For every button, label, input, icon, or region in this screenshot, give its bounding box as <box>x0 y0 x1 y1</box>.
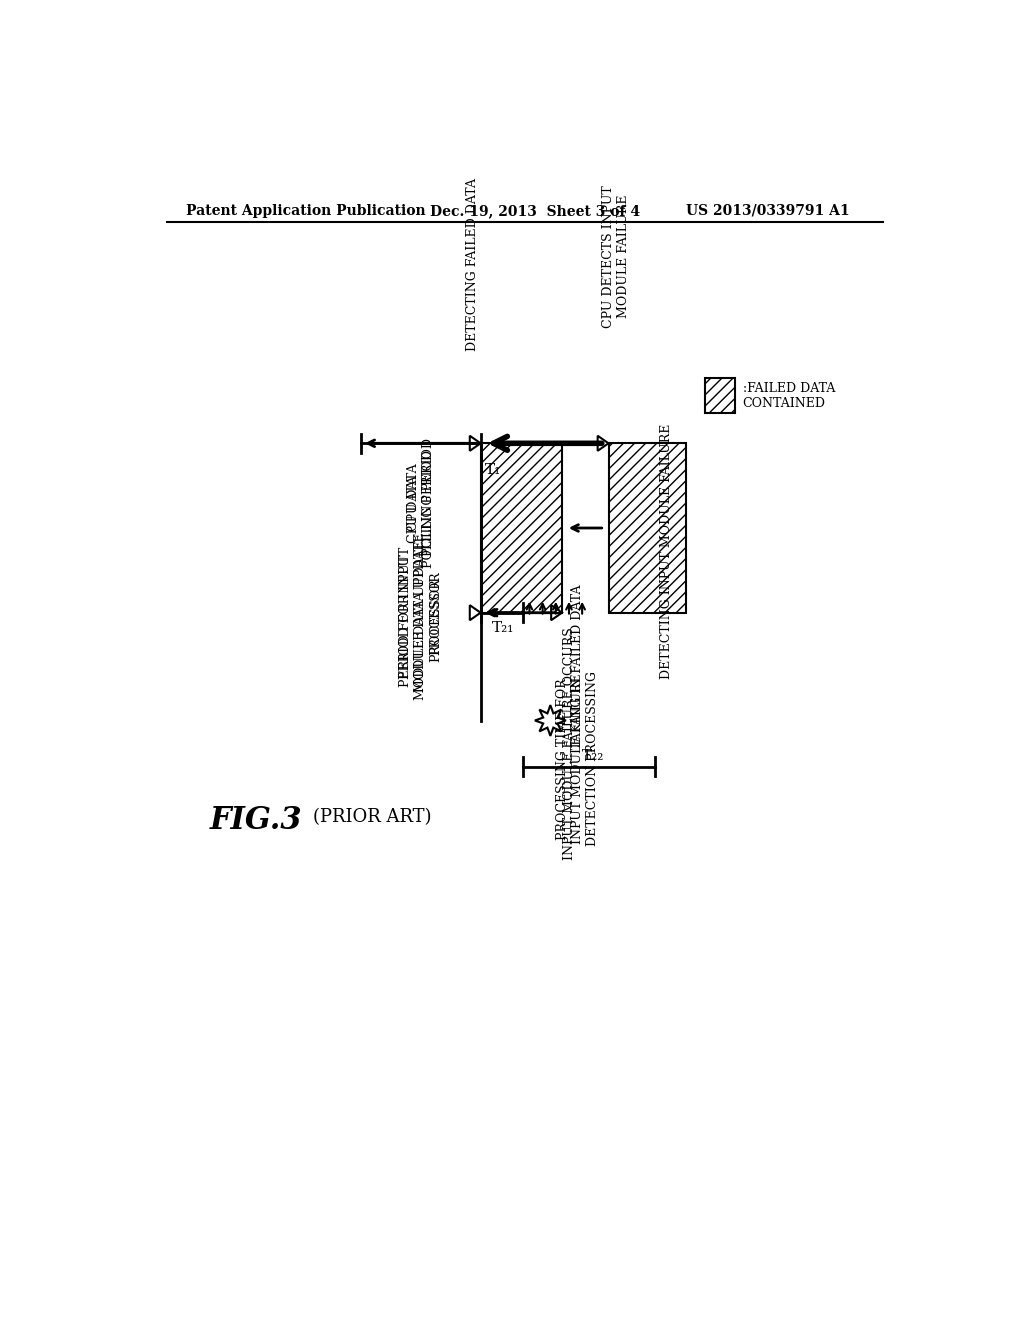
Text: CPU DETECTS INPUT
MODULE FAILURE: CPU DETECTS INPUT MODULE FAILURE <box>602 185 630 327</box>
Text: DETECTING INPUT MODULE FAILURE: DETECTING INPUT MODULE FAILURE <box>660 424 673 678</box>
Bar <box>480 444 562 612</box>
Text: T₂₂: T₂₂ <box>582 748 604 763</box>
Text: CPU DATA
POLLING PERIOD: CPU DATA POLLING PERIOD <box>407 438 434 556</box>
Text: PERIOD FOR INPUT
MODULE DATA UPDATE
PROCESSOR: PERIOD FOR INPUT MODULE DATA UPDATE PROC… <box>399 541 442 700</box>
Text: US 2013/0339791 A1: US 2013/0339791 A1 <box>686 203 850 218</box>
Text: TAKING IN FAILED DATA: TAKING IN FAILED DATA <box>571 585 584 748</box>
Text: PROCESSING TIME FOR
INPUT MODULE FAILURE
DETECTION PROCESSING: PROCESSING TIME FOR INPUT MODULE FAILURE… <box>556 672 599 846</box>
Text: INPUT MODULE FAILURE OCCURS: INPUT MODULE FAILURE OCCURS <box>563 627 577 859</box>
Text: Dec. 19, 2013  Sheet 3 of 4: Dec. 19, 2013 Sheet 3 of 4 <box>430 203 640 218</box>
Bar <box>608 444 686 612</box>
Text: PERIOD FOR INPUT
MODULE DATA UPDATE
PROCESSOR: PERIOD FOR INPUT MODULE DATA UPDATE PROC… <box>399 533 442 693</box>
Text: Patent Application Publication: Patent Application Publication <box>186 203 426 218</box>
Text: T₂₁: T₂₁ <box>493 622 515 635</box>
Text: FIG.3: FIG.3 <box>210 805 302 836</box>
Text: DETECTING FAILED DATA: DETECTING FAILED DATA <box>466 178 479 351</box>
Text: (PRIOR ART): (PRIOR ART) <box>313 809 431 826</box>
Text: T₁: T₁ <box>484 463 501 478</box>
Polygon shape <box>535 705 566 737</box>
Text: :FAILED DATA
CONTAINED: :FAILED DATA CONTAINED <box>742 381 835 409</box>
Bar <box>706 378 735 412</box>
Text: CPU DATA
POLLING PERIOD: CPU DATA POLLING PERIOD <box>407 450 434 568</box>
